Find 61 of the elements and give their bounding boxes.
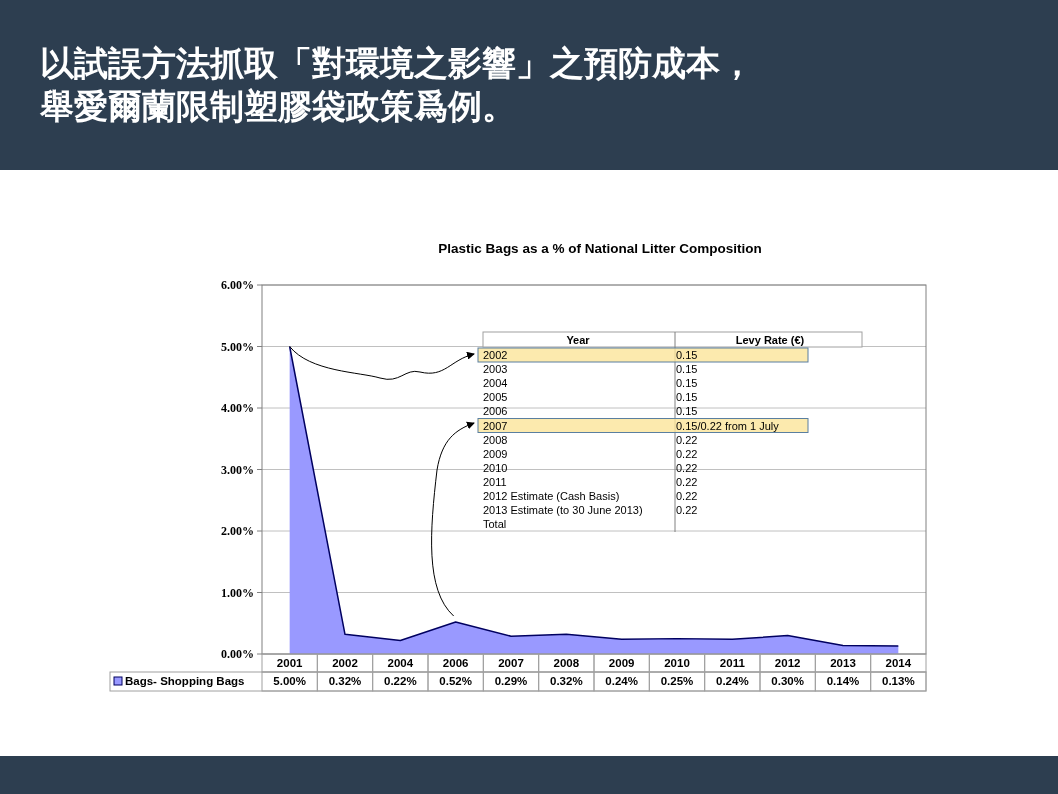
annotation: 2006 (483, 405, 508, 418)
annotation: 2007 (483, 419, 508, 432)
x-tick-label: 2007 (498, 657, 524, 669)
x-tick-label: 2014 (885, 657, 912, 669)
y-tick-label: 0.00% (221, 647, 254, 662)
annotation: 2009 (483, 447, 508, 460)
annotation: 2003 (483, 363, 508, 376)
x-tick-label: 2002 (332, 657, 358, 669)
y-tick-label: 5.00% (221, 339, 254, 354)
x-tick-label: 2011 (719, 657, 746, 669)
data-label: 0.52% (439, 675, 472, 687)
annotation: 0.22 (676, 447, 698, 460)
annotation: 2002 (483, 349, 508, 361)
annotation: 0.22 (676, 433, 698, 446)
x-tick-label: 2012 (774, 657, 801, 669)
data-label: 0.29% (494, 675, 528, 687)
chart-title: 以試誤方法抓取「對環境之影響」之預防成本，舉愛爾蘭限制塑膠袋政策爲例。 (39, 43, 754, 126)
annotation: 0.15 (676, 405, 698, 418)
data-label: 0.22% (384, 675, 417, 687)
data-label: 5.00% (273, 675, 306, 687)
data-label: 0.14% (826, 675, 860, 687)
y-tick-label: 1.00% (221, 585, 254, 600)
data-label: 0.32% (550, 675, 583, 687)
annotation: 2013 Estimate (to 30 June 2013) (483, 504, 643, 517)
annotation: 0.15 (676, 349, 698, 361)
y-tick-label: 3.00% (221, 462, 254, 477)
x-tick-label: 2008 (553, 657, 580, 669)
annotation: 0.15 (676, 363, 698, 376)
annotation: 0.15/0.22 from 1 July (676, 419, 780, 432)
x-tick-label: 2009 (608, 657, 635, 669)
x-tick-label: 2010 (664, 657, 690, 669)
x-tick-label: 2001 (276, 657, 304, 669)
annotation: 2008 (483, 433, 508, 446)
data-label: 0.25% (660, 675, 694, 687)
annotation: 2011 (483, 475, 507, 488)
annotation: 2010 (483, 461, 508, 474)
legend-label: Bags- Shopping Bags (125, 675, 245, 687)
data-label: 0.32% (328, 675, 362, 687)
annotation: 2005 (483, 391, 508, 404)
data-label: 0.24% (716, 675, 749, 687)
annotation: 2004 (483, 377, 508, 390)
annotation: 0.22 (676, 475, 698, 488)
annotation: 0.15 (676, 391, 698, 404)
annotation: 0.22 (676, 490, 698, 502)
annotation: Year (566, 334, 591, 346)
annotation: Total (483, 518, 507, 531)
annotation: Levy Rate (€) (735, 334, 805, 346)
y-tick-label: 4.00% (221, 401, 254, 416)
y-tick-label: 2.00% (221, 524, 254, 539)
annotation: 2012 Estimate (Cash Basis) (483, 490, 620, 502)
data-label: 0.24% (605, 675, 638, 687)
y-tick-label: 6.00% (221, 278, 254, 293)
annotation: 0.22 (676, 504, 698, 517)
x-tick-label: 2006 (442, 657, 469, 669)
annotation: 0.22 (676, 461, 698, 474)
data-label: 0.30% (771, 675, 804, 687)
chart-subtitle: Plastic Bags as a % of National Litter Composition (438, 241, 762, 256)
x-tick-label: 2004 (387, 657, 414, 669)
data-label: 0.13% (882, 675, 915, 687)
annotation: 0.15 (676, 377, 698, 390)
x-tick-label: 2013 (830, 657, 856, 669)
